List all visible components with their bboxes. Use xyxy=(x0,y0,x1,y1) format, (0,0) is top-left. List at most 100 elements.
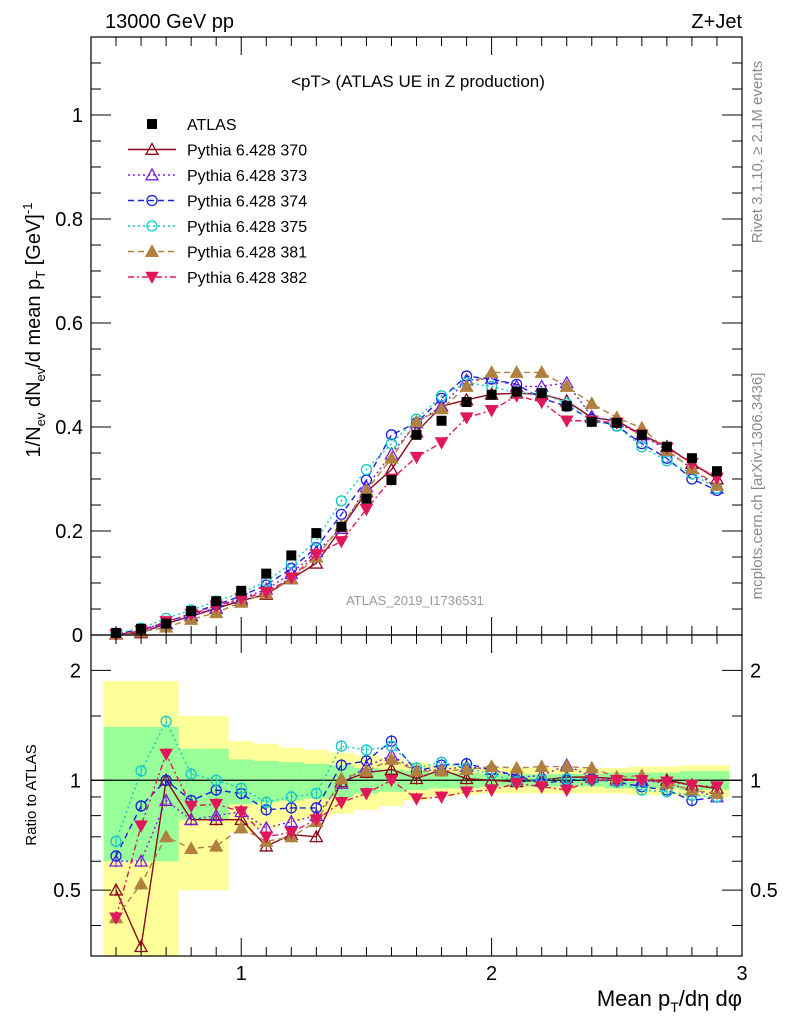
ratio-y-tick-label: 0.5 xyxy=(53,880,81,902)
atlas-data-point xyxy=(336,521,347,532)
series-375-ratio-point xyxy=(260,796,272,808)
atlas-data-point xyxy=(511,386,522,397)
series-382-point xyxy=(309,549,324,562)
series-374-ratio-point xyxy=(310,802,322,814)
series-375-ratio-point xyxy=(185,768,197,780)
series-382-ratio-point xyxy=(509,778,524,791)
energy-label: 13000 GeV pp xyxy=(105,11,234,33)
series-381-ratio-point xyxy=(534,759,549,773)
series-373-ratio-point xyxy=(184,812,199,826)
atlas-data-point xyxy=(236,585,247,596)
series-382-ratio-point xyxy=(534,781,549,794)
atlas-data-point xyxy=(361,493,372,504)
series-381-point xyxy=(559,379,574,392)
main-y-tick-label: 1 xyxy=(72,105,83,127)
series-381-ratio-point xyxy=(184,841,199,854)
series-381-ratio-point xyxy=(559,759,574,773)
atlas-data-point xyxy=(186,606,197,617)
atlas-data-point xyxy=(661,441,672,452)
atlas-data-point xyxy=(686,453,697,464)
series-381-point xyxy=(409,414,424,428)
ratio-y-axis-label: Ratio to ATLAS xyxy=(23,744,40,845)
series-382-point xyxy=(334,536,349,549)
series-382-ratio-point xyxy=(359,788,374,801)
rivet-version-label: Rivet 3.1.10, ≥ 2.1M events xyxy=(749,61,766,244)
series-382-ratio-point xyxy=(109,912,123,925)
series-382-point xyxy=(534,396,549,410)
x-axis-label: Mean pT/dη dφ xyxy=(597,986,742,1015)
series-375-ratio-point xyxy=(310,787,322,800)
atlas-data-point xyxy=(461,397,472,408)
atlas-data-point xyxy=(586,416,597,427)
legend-marker xyxy=(145,271,159,285)
series-375-ratio-point xyxy=(285,791,297,803)
series-374-ratio-point xyxy=(160,774,172,786)
series-381-ratio-point xyxy=(334,771,349,785)
series-382-point xyxy=(484,405,499,418)
atlas-data-point xyxy=(436,415,447,426)
series-382-point xyxy=(359,503,374,517)
legend-marker xyxy=(147,119,157,129)
main-y-tick-label: 0.2 xyxy=(55,521,83,543)
series-381-point xyxy=(509,365,524,378)
plot-title: <pT> (ATLAS UE in Z production) xyxy=(291,72,545,91)
series-370-ratio-point xyxy=(459,771,474,785)
series-370-ratio-point xyxy=(209,812,224,826)
series-375-point xyxy=(360,463,373,476)
series-382-point xyxy=(284,572,299,585)
series-373-ratio-point xyxy=(159,793,174,806)
series-382-ratio-point xyxy=(159,748,173,762)
series-374-ratio-point xyxy=(135,800,147,812)
atlas-data-point xyxy=(386,475,397,486)
series-375-ratio-point xyxy=(561,773,573,785)
series-381-point xyxy=(434,401,449,415)
series-382-ratio-point xyxy=(309,814,324,827)
series-374-ratio-point xyxy=(335,759,348,771)
legend-label: Pythia 6.428 382 xyxy=(187,270,307,287)
series-375-ratio-point xyxy=(135,765,147,777)
series-381-ratio-point xyxy=(359,763,374,777)
series-374-ratio-point xyxy=(110,850,122,862)
series-370-point xyxy=(309,555,324,569)
ratio-y-tick-label: 2 xyxy=(70,660,81,682)
ratio-y-tick-label: 1 xyxy=(70,770,81,792)
main-y-tick-label: 0 xyxy=(72,625,83,647)
process-label: Z+Jet xyxy=(691,11,742,33)
legend-marker xyxy=(144,142,160,155)
legend-marker xyxy=(146,220,158,232)
series-374-point xyxy=(385,429,398,441)
series-382-ratio-point xyxy=(634,774,649,788)
series-382-point xyxy=(259,587,274,600)
series-375-ratio-point xyxy=(110,835,122,848)
legend-label: Pythia 6.428 373 xyxy=(187,168,307,185)
series-381-ratio-point xyxy=(133,876,149,890)
series-381-ratio-point xyxy=(159,829,174,843)
series-382-ratio-point xyxy=(559,784,574,798)
series-381-ratio-point xyxy=(584,760,599,774)
series-375-ratio-point xyxy=(360,744,373,756)
x-tick-label: 1 xyxy=(236,963,247,985)
analysis-label: ATLAS_2019_I1736531 xyxy=(346,593,484,608)
atlas-data-point xyxy=(411,429,422,440)
series-382-point xyxy=(559,415,574,428)
mcplots-label: mcplots.cern.ch [arXiv:1306.3436] xyxy=(749,373,766,600)
series-381-ratio-point xyxy=(384,752,399,765)
x-tick-label: 3 xyxy=(736,963,747,985)
ratio-y-tick-label-right: 1 xyxy=(750,770,761,792)
series-370-ratio-point xyxy=(409,771,424,785)
legend-label: ATLAS xyxy=(187,117,237,134)
atlas-data-point xyxy=(611,417,622,428)
series-375-point xyxy=(435,390,448,402)
series-375-point xyxy=(385,437,398,450)
atlas-data-point xyxy=(311,528,322,539)
series-381-ratio-point xyxy=(409,763,424,777)
atlas-data-point xyxy=(486,389,497,400)
series-382-ratio-point xyxy=(434,791,449,804)
atlas-data-point xyxy=(636,429,647,440)
series-381-point xyxy=(384,450,399,464)
series-373-ratio-point xyxy=(133,853,149,867)
series-382-ratio-point xyxy=(334,797,349,810)
series-370-ratio-point xyxy=(108,882,124,896)
series-382-ratio-point xyxy=(384,774,399,788)
